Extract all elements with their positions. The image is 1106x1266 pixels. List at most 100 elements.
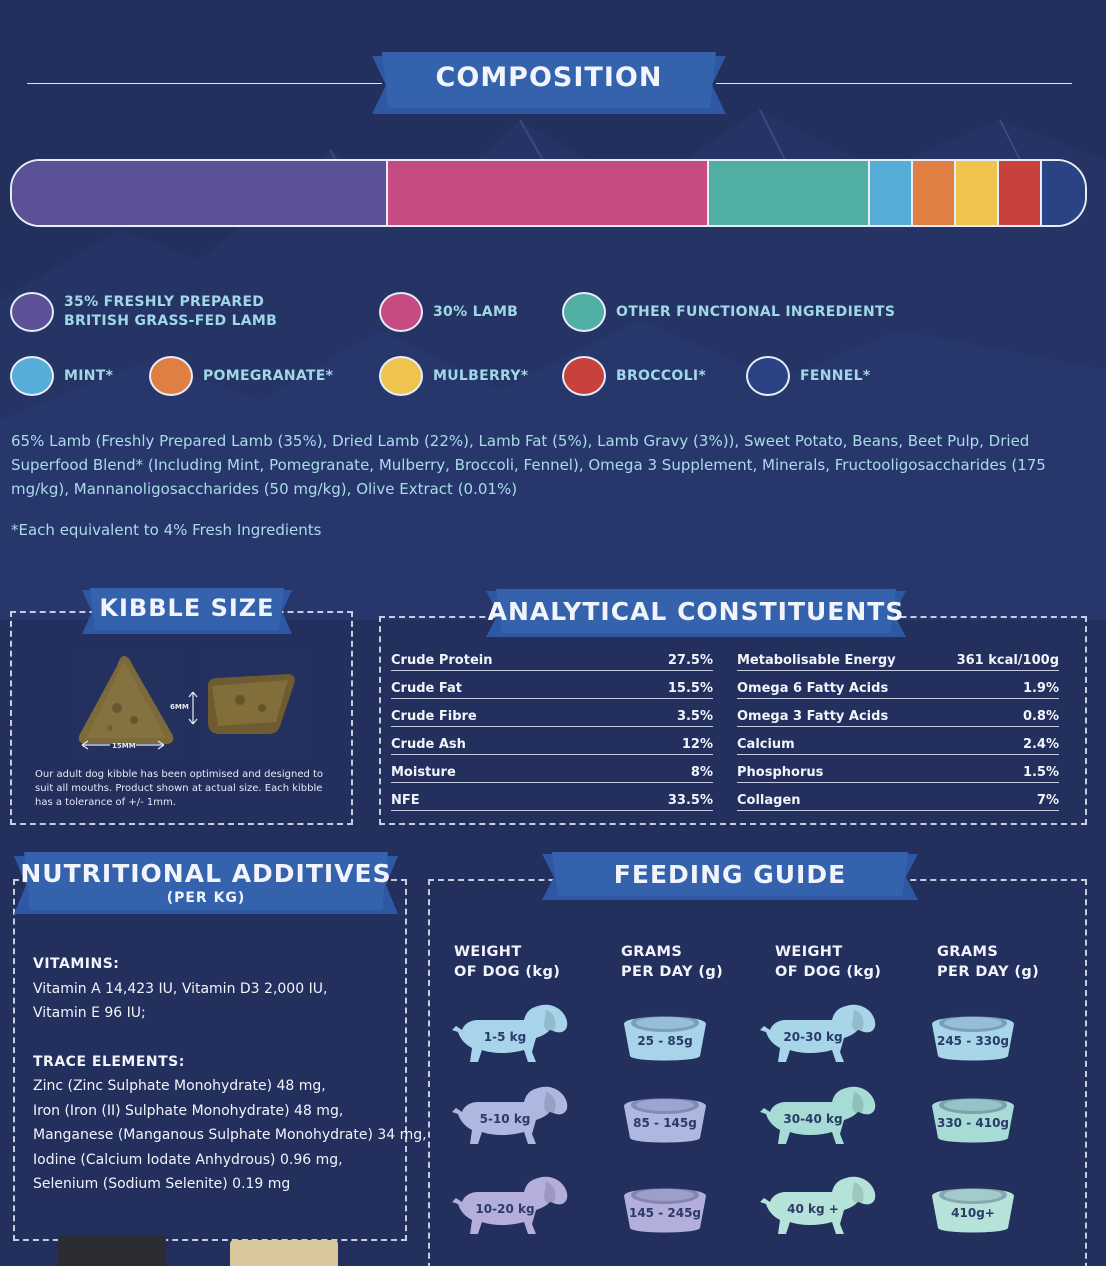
mountain-background: [0, 109, 1106, 620]
analytical-row: Crude Ash 12%: [391, 733, 713, 755]
vitamins-line: Vitamin A 14,423 IU, Vitamin D3 2,000 IU…: [33, 980, 328, 997]
analytical-value: 33.5%: [667, 793, 713, 808]
analytical-label: Metabolisable Energy: [737, 653, 896, 668]
analytical-row: NFE 33.5%: [391, 789, 713, 811]
legend-mulberry-label: MULBERRY*: [433, 367, 529, 384]
legend-dot: [746, 356, 790, 396]
feeding-weight-header-2: OF DOG (kg): [454, 964, 561, 980]
analytical-row: Moisture 8%: [391, 761, 713, 783]
composition-title: COMPOSITION: [435, 62, 663, 93]
legend-fennel-label: FENNEL*: [800, 367, 871, 384]
feeding-weight-header: WEIGHT: [775, 944, 843, 960]
feeding-grams-header: GRAMS: [621, 944, 683, 960]
feeding-weight-value: 5-10 kg: [479, 1112, 531, 1126]
legend-dot: [10, 356, 54, 396]
legend-fresh-lamb-line2: BRITISH GRASS-FED LAMB: [64, 313, 278, 329]
trace-line: Manganese (Manganous Sulphate Monohydrat…: [33, 1127, 427, 1143]
trace-line: Iron (Iron (II) Sulphate Monohydrate) 48…: [33, 1102, 344, 1119]
feeding-weight-value: 20-30 kg: [783, 1030, 843, 1044]
analytical-label: Crude Ash: [391, 737, 466, 752]
legend-dot: [562, 356, 606, 396]
kibble-banner: KIBBLE SIZE: [82, 588, 292, 638]
composition-segment-freshly-prepared-lamb: [12, 161, 388, 225]
additives-subtitle: (PER KG): [166, 890, 246, 906]
product-bag-kraft: [230, 1240, 338, 1266]
trace-line: Selenium (Sodium Selenite) 0.19 mg: [33, 1176, 291, 1192]
feeding-weight-header-2: OF DOG (kg): [775, 964, 882, 980]
height-arrow-icon: [188, 691, 198, 725]
analytical-label: Omega 6 Fatty Acids: [737, 681, 889, 696]
analytical-row: Crude Fibre 3.5%: [391, 705, 713, 727]
legend-dot: [379, 292, 423, 332]
vitamins-line: Vitamin E 96 IU;: [33, 1005, 146, 1021]
analytical-row: Collagen 7%: [737, 789, 1059, 811]
dog-silhouette-icon: [758, 1000, 882, 1068]
analytical-label: Crude Protein: [391, 653, 493, 668]
analytical-row: Crude Fat 15.5%: [391, 677, 713, 699]
analytical-value: 1.9%: [1022, 681, 1059, 696]
analytical-value: 361 kcal/100g: [956, 653, 1059, 668]
composition-segment-other-functional: [709, 161, 871, 225]
legend-broccoli-label: BROCCOLI*: [616, 367, 706, 384]
analytical-value: 7%: [1036, 793, 1059, 808]
composition-segment-mint: [870, 161, 914, 225]
feeding-grams-value: 25 - 85g: [637, 1034, 693, 1048]
analytical-value: 8%: [690, 765, 713, 780]
legend-fennel: FENNEL*: [746, 356, 870, 396]
analytical-value: 1.5%: [1022, 765, 1059, 780]
legend-mint: MINT*: [10, 356, 113, 396]
ingredients-list: 65% Lamb (Freshly Prepared Lamb (35%), D…: [11, 432, 1046, 498]
analytical-value: 3.5%: [676, 709, 713, 724]
legend-lamb: 30% LAMB: [379, 292, 518, 332]
composition-segment-lamb: [387, 161, 710, 225]
analytical-value: 12%: [681, 737, 713, 752]
legend-fresh-lamb: 35% FRESHLY PREPARED BRITISH GRASS-FED L…: [10, 292, 277, 332]
legend-dot: [149, 356, 193, 396]
analytical-row: Metabolisable Energy 361 kcal/100g: [737, 649, 1059, 671]
dog-silhouette-icon: [450, 1082, 574, 1150]
composition-segment-fennel: [1042, 161, 1085, 225]
analytical-label: Omega 3 Fatty Acids: [737, 709, 889, 724]
kibble-triangle-icon: [72, 648, 180, 756]
legend-dot: [10, 292, 54, 332]
analytical-value: 2.4%: [1022, 737, 1059, 752]
composition-bar: [10, 159, 1087, 227]
food-bowl-icon: [620, 1006, 710, 1064]
product-bag-dark: [58, 1236, 166, 1266]
feeding-weight-value: 1-5 kg: [483, 1030, 527, 1044]
analytical-row: Phosphorus 1.5%: [737, 761, 1059, 783]
analytical-label: NFE: [391, 793, 420, 808]
feeding-grams-value: 145 - 245g: [628, 1206, 702, 1220]
analytical-label: Collagen: [737, 793, 801, 808]
trace-line: Zinc (Zinc Sulphate Monohydrate) 48 mg,: [33, 1078, 326, 1094]
dog-silhouette-icon: [450, 1000, 574, 1068]
dog-silhouette-icon: [758, 1172, 882, 1240]
feeding-grams-value: 245 - 330g: [936, 1034, 1010, 1048]
composition-segment-broccoli: [999, 161, 1042, 225]
kibble-width-label: 15MM: [112, 742, 136, 750]
analytical-row: Omega 6 Fatty Acids 1.9%: [737, 677, 1059, 699]
analytical-label: Moisture: [391, 765, 456, 780]
food-bowl-icon: [928, 1178, 1018, 1236]
feeding-title: FEEDING GUIDE: [613, 860, 847, 889]
composition-segment-mulberry: [956, 161, 1000, 225]
trace-line: Iodine (Calcium Iodate Anhydrous) 0.96 m…: [33, 1151, 343, 1168]
feeding-grams-header-2: PER DAY (g): [937, 964, 1040, 980]
dog-silhouette-icon: [758, 1082, 882, 1150]
analytical-label: Calcium: [737, 737, 795, 752]
composition-rule-right: [716, 83, 1072, 84]
legend-dot: [379, 356, 423, 396]
analytical-label: Phosphorus: [737, 765, 824, 780]
trace-heading: TRACE ELEMENTS:: [33, 1053, 185, 1070]
composition-rule-left: [27, 83, 382, 84]
feeding-weight-value: 10-20 kg: [475, 1202, 535, 1216]
legend-pomegranate: POMEGRANATE*: [149, 356, 333, 396]
legend-lamb-label: 30% LAMB: [433, 303, 519, 320]
composition-segment-pomegranate: [913, 161, 957, 225]
food-bowl-icon: [620, 1088, 710, 1146]
feeding-banner: FEEDING GUIDE: [542, 852, 918, 904]
feeding-weight-value: 30-40 kg: [783, 1112, 843, 1126]
food-bowl-icon: [928, 1006, 1018, 1064]
analytical-value: 15.5%: [667, 681, 713, 696]
kibble-height-label: 6MM: [170, 703, 189, 711]
